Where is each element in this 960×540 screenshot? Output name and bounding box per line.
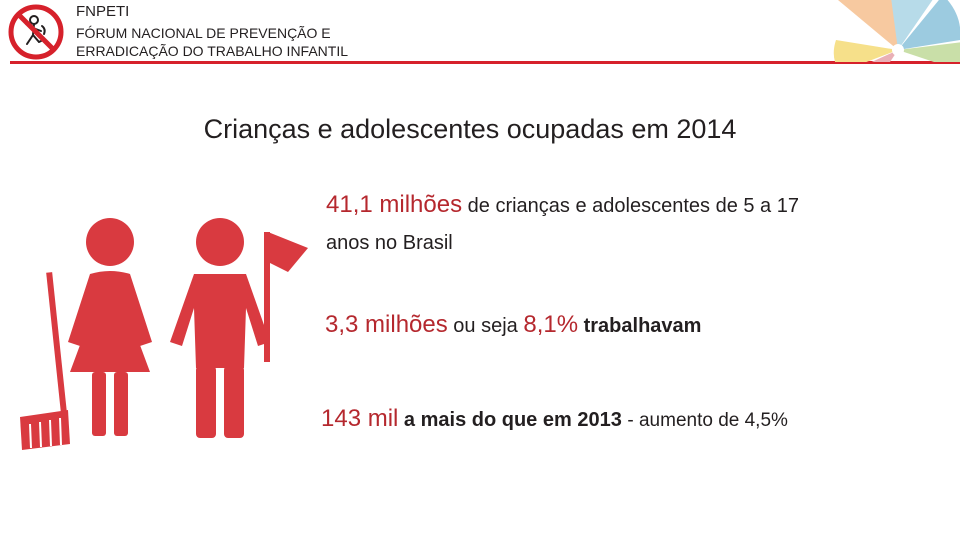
slide-title: Crianças e adolescentes ocupadas em 2014 bbox=[203, 114, 737, 144]
stat-increase-value: 143 mil bbox=[321, 405, 399, 432]
org-name: FÓRUM NACIONAL DE PREVENÇÃO E ERRADICAÇÃ… bbox=[76, 24, 348, 60]
pinwheel-icon bbox=[833, 0, 960, 62]
stat-working-children: 3,3 milhões ou seja 8,1% trabalhavam bbox=[325, 311, 701, 339]
fnpeti-logo bbox=[8, 4, 64, 60]
stat-total-children: 41,1 milhões de crianças e adolescentes … bbox=[326, 191, 799, 219]
stat-increase: 143 mil a mais do que em 2013 - aumento … bbox=[321, 405, 788, 433]
stat-total-text: de crianças e adolescentes de 5 a 17 bbox=[462, 195, 799, 217]
org-name-line1: FÓRUM NACIONAL DE PREVENÇÃO E bbox=[76, 25, 331, 41]
stat-working-connector: ou seja bbox=[447, 315, 524, 337]
stat-total-value: 41,1 milhões bbox=[326, 191, 463, 218]
org-name-line2: ERRADICAÇÃO DO TRABALHO INFANTIL bbox=[76, 43, 349, 59]
stat-increase-percent: - aumento de 4,5% bbox=[627, 410, 788, 431]
children-working-icon bbox=[20, 218, 308, 450]
org-acronym: FNPETI bbox=[76, 3, 130, 20]
stat-working-value: 3,3 milhões bbox=[325, 311, 448, 338]
stat-working-percent: 8,1% bbox=[523, 311, 579, 338]
stat-increase-bold: a mais do que em 2013 bbox=[398, 409, 628, 431]
header-divider bbox=[10, 61, 960, 64]
stat-working-label: trabalhavam bbox=[578, 315, 702, 337]
stat-total-text-cont: anos no Brasil bbox=[326, 232, 453, 254]
